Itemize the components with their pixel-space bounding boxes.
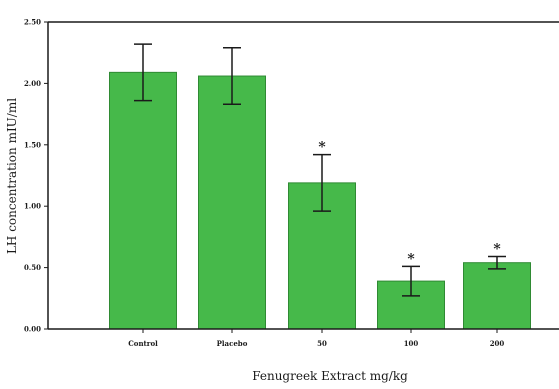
error-bar-200 — [488, 255, 506, 270]
y-tick-label: 0.00 — [24, 325, 41, 334]
x-tick-label: 50 — [317, 339, 327, 348]
y-axis-title: LH concentration mIU/ml — [5, 98, 19, 254]
y-tick-label: 2.50 — [24, 18, 41, 27]
significance-marker-100: * — [407, 251, 415, 267]
x-tick-label: Control — [128, 339, 158, 348]
y-tick-label: 0.50 — [24, 263, 41, 272]
error-bar-control — [134, 43, 152, 102]
significance-marker-200: * — [493, 242, 501, 258]
x-tick-label: 100 — [404, 339, 419, 348]
bar-placebo — [198, 75, 266, 330]
error-bar-placebo — [223, 47, 241, 106]
error-bar-100 — [402, 265, 420, 297]
y-tick-label: 2.00 — [24, 79, 41, 88]
y-tick-label: 1.50 — [24, 140, 41, 149]
x-ticks-layer: Control Placebo 50 100 200 — [128, 329, 504, 348]
x-tick-label: Placebo — [217, 339, 248, 348]
significance-layer: * * * — [318, 140, 501, 268]
error-bar-50 — [313, 153, 331, 212]
bar-control — [109, 71, 177, 330]
significance-marker-50: * — [318, 140, 326, 156]
x-axis-title: Fenugreek Extract mg/kg — [252, 369, 408, 383]
bar-200 — [463, 262, 531, 330]
y-ticks-layer: 0.00 0.50 1.00 1.50 2.00 2.50 — [24, 18, 48, 334]
error-bars-layer — [134, 43, 506, 297]
x-tick-label: 200 — [490, 339, 505, 348]
y-tick-label: 1.00 — [24, 202, 41, 211]
